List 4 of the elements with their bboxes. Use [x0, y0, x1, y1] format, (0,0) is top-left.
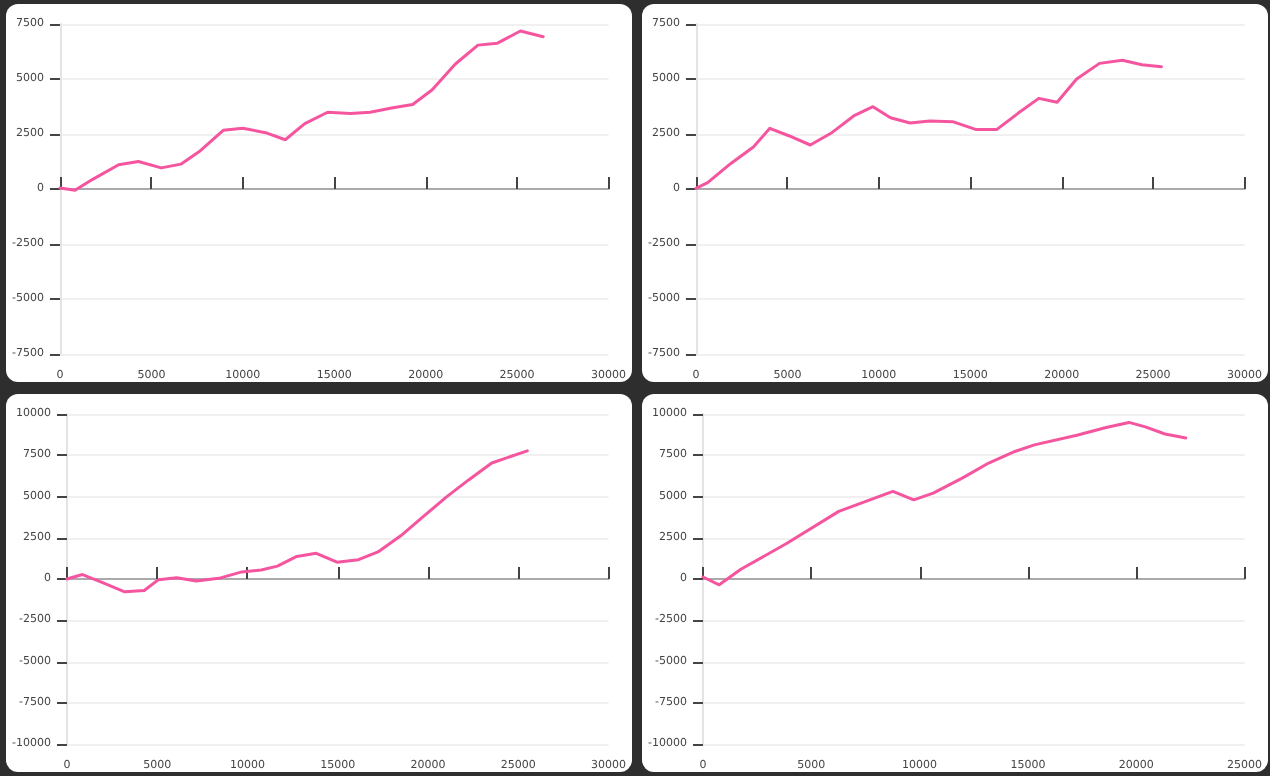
line-series	[65, 449, 529, 594]
line-series	[694, 58, 1163, 190]
line-series	[701, 420, 1188, 587]
line-series	[58, 29, 545, 192]
